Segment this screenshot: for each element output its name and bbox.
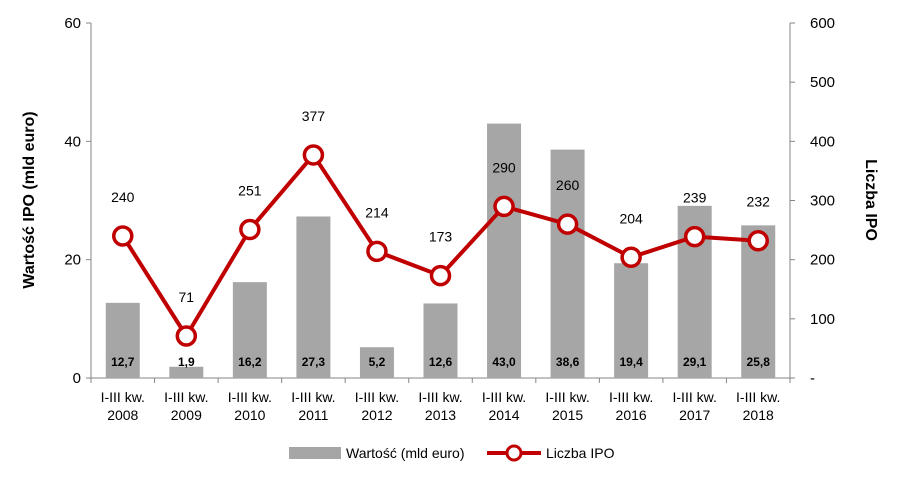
x-tick-label-line: 2016 xyxy=(616,407,647,423)
line-marker xyxy=(556,213,579,235)
x-tick-label-line: I-III kw. xyxy=(482,389,526,405)
line-value-label: 71 xyxy=(179,289,195,305)
y-tick-left-label: 60 xyxy=(64,15,81,32)
x-tick-label-line: I-III kw. xyxy=(418,389,462,405)
legend-label-bar: Wartość (mld euro) xyxy=(346,445,465,461)
x-tick-label: I-III kw. 2017 xyxy=(673,389,717,423)
x-tick-label-line: I-III kw. xyxy=(228,389,272,405)
line-value-label: 239 xyxy=(683,190,707,206)
line-marker xyxy=(747,229,769,252)
line-value-label: 173 xyxy=(429,229,453,245)
x-tick-label-line: I-III kw. xyxy=(355,389,399,405)
x-tick-label-line: I-III kw. xyxy=(609,389,653,405)
legend-swatch-bar xyxy=(289,447,341,459)
y-tick-right-label: 500 xyxy=(810,74,835,91)
x-tick-label: I-III kw. 2014 xyxy=(482,389,526,423)
y-tick-right-label: 400 xyxy=(810,133,835,150)
x-tick-label-line: 2011 xyxy=(298,407,328,423)
x-tick-label-line: I-III kw. xyxy=(164,389,208,405)
bar-value-label: 25,8 xyxy=(747,355,771,369)
x-tick-label: I-III kw. 2018 xyxy=(736,389,780,423)
bar-series xyxy=(105,123,776,378)
x-tick-label-line: 2012 xyxy=(361,407,392,423)
x-tick-label-line: 2014 xyxy=(488,407,519,423)
bar xyxy=(105,302,140,378)
line-value-label: 204 xyxy=(619,210,643,226)
y-tick-left-label: 20 xyxy=(64,252,81,269)
bar xyxy=(169,366,204,378)
bar-value-label: 12,6 xyxy=(429,355,453,369)
line-marker xyxy=(112,225,134,247)
line-value-label: 377 xyxy=(302,108,326,124)
x-tick-label: I-III kw. 2012 xyxy=(355,389,399,423)
x-tick-label-line: I-III kw. xyxy=(101,389,145,405)
y-tick-right-label: - xyxy=(810,370,815,387)
bar-value-label: 19,4 xyxy=(619,355,643,369)
line-marker xyxy=(302,144,325,166)
line-value-label: 232 xyxy=(747,194,771,210)
bar-value-label: 27,3 xyxy=(302,355,326,369)
x-tick-label: I-III kw. 2008 xyxy=(101,389,145,423)
x-tick-label: I-III kw. 2016 xyxy=(609,389,653,423)
line-value-label: 260 xyxy=(556,177,580,193)
bar xyxy=(423,303,458,378)
y-tick-right-label: 300 xyxy=(810,193,835,210)
line-marker xyxy=(366,240,388,263)
bar-value-label: 16,2 xyxy=(238,355,262,369)
data-labels: 12,7 1,9 16,2 27,3 5,2 12,6 43,0 38,6 19,4 29,1 25… xyxy=(111,108,770,369)
x-tick-label-line: 2009 xyxy=(171,407,202,423)
bar xyxy=(550,149,585,378)
y-tick-right-label: 600 xyxy=(810,15,835,32)
line-value-label: 290 xyxy=(492,159,516,175)
y-tick-left-label: 0 xyxy=(73,370,81,387)
line-marker xyxy=(175,325,198,347)
y-tick-left-label: 40 xyxy=(64,133,81,150)
line-marker xyxy=(620,246,642,269)
line-marker xyxy=(493,195,515,218)
x-tick-label-line: I-III kw. xyxy=(736,389,780,405)
x-tick-label-line: 2010 xyxy=(234,407,265,423)
x-tick-label: I-III kw. 2010 xyxy=(228,389,272,423)
x-tick-label-line: I-III kw. xyxy=(545,389,589,405)
legend: Wartość (mld euro) Liczba IPO xyxy=(289,444,615,462)
line-marker xyxy=(683,225,706,248)
line-value-label: 240 xyxy=(111,189,135,205)
bar-value-label: 1,9 xyxy=(178,355,195,369)
x-tick-label: I-III kw. 2015 xyxy=(545,389,589,423)
y-axis-title-right: Liczba IPO xyxy=(862,159,879,241)
line-marker xyxy=(239,218,261,241)
x-tick-label-line: 2015 xyxy=(552,407,583,423)
x-tick-label-line: I-III kw. xyxy=(673,389,717,405)
x-tick-label-line: 2013 xyxy=(425,407,456,423)
line-marker xyxy=(429,264,452,287)
bar-value-label: 5,2 xyxy=(369,355,386,369)
bar-value-label: 29,1 xyxy=(683,355,707,369)
x-tick-label: I-III kw. 2009 xyxy=(164,389,208,423)
bar-value-label: 43,0 xyxy=(492,355,516,369)
bar xyxy=(614,263,649,378)
line-value-label: 214 xyxy=(365,204,389,220)
x-tick-label-line: 2018 xyxy=(743,407,774,423)
y-tick-right-label: 200 xyxy=(810,252,835,269)
bar-value-label: 38,6 xyxy=(556,355,580,369)
y-axis-title-left: Wartość IPO (mld euro) xyxy=(21,111,38,288)
bar-value-label: 12,7 xyxy=(111,355,135,369)
bar xyxy=(296,216,331,378)
line-value-label: 251 xyxy=(238,182,262,198)
x-tick-label-line: 2017 xyxy=(679,407,710,423)
legend-swatch-marker xyxy=(505,444,523,462)
bar xyxy=(232,282,267,378)
x-tick-label: I-III kw. 2013 xyxy=(418,389,462,423)
y-tick-right-label: 100 xyxy=(810,311,835,328)
legend-label-line: Liczba IPO xyxy=(546,445,615,461)
line-series xyxy=(112,144,769,347)
x-tick-label-line: I-III kw. xyxy=(291,389,335,405)
x-tick-label-line: 2008 xyxy=(107,407,138,423)
x-tick-label: I-III kw. 2011 xyxy=(291,389,335,423)
bar xyxy=(487,123,522,378)
bar xyxy=(359,347,394,378)
